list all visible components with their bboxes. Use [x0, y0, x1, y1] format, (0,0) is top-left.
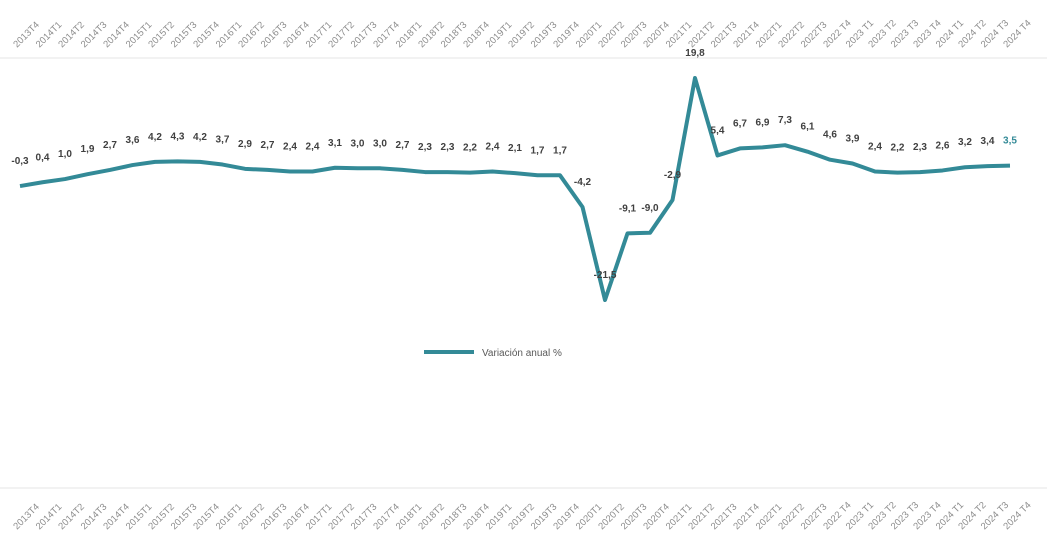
data-label: 3,9 [846, 133, 860, 144]
data-label: 2,4 [868, 142, 882, 153]
data-label: 2,7 [103, 140, 117, 151]
data-label: 2,9 [238, 139, 252, 150]
data-label: 0,4 [36, 152, 50, 163]
data-label: 4,2 [148, 132, 162, 143]
data-label: 5,4 [711, 125, 725, 136]
data-label: 6,1 [801, 122, 815, 133]
data-label: 4,3 [171, 131, 185, 142]
data-label: 2,1 [508, 143, 522, 154]
legend-label: Variación anual % [482, 348, 562, 359]
data-label: 7,3 [778, 115, 792, 126]
data-label: 2,2 [463, 143, 477, 154]
data-label: -2,9 [664, 170, 682, 181]
data-label: 2,4 [306, 142, 320, 153]
data-label: 2,3 [441, 142, 455, 153]
data-label: 1,7 [553, 145, 567, 156]
data-label: 3,6 [126, 135, 140, 146]
data-label: 2,4 [486, 142, 500, 153]
data-label: 3,1 [328, 138, 342, 149]
data-label: -9,0 [641, 203, 659, 214]
data-label: 2,4 [283, 142, 297, 153]
data-label: -4,2 [574, 177, 592, 188]
data-label: 4,6 [823, 130, 837, 141]
data-line [19, 76, 1011, 302]
data-label: -0,3 [11, 156, 29, 167]
data-label: 6,9 [756, 117, 770, 128]
data-label: 3,0 [351, 138, 365, 149]
data-label: 4,2 [193, 132, 207, 143]
data-label: 2,3 [418, 142, 432, 153]
data-label: -9,1 [619, 203, 637, 214]
data-label: 1,0 [58, 149, 72, 160]
data-label: 2,7 [261, 140, 275, 151]
data-label: 1,7 [531, 145, 545, 156]
data-label: 3,5 [1003, 136, 1017, 147]
data-label: 3,4 [981, 136, 995, 147]
data-label: 3,7 [216, 135, 230, 146]
data-label: 2,7 [396, 140, 410, 151]
data-label: 19,8 [685, 48, 705, 59]
data-label: 6,7 [733, 118, 747, 129]
data-label: 2,2 [891, 143, 905, 154]
data-label: 3,2 [958, 137, 972, 148]
data-label: 2,6 [936, 140, 950, 151]
data-label: 3,0 [373, 138, 387, 149]
data-label: 2,3 [913, 142, 927, 153]
data-label: -21,5 [594, 270, 617, 281]
data-label: 1,9 [81, 144, 95, 155]
